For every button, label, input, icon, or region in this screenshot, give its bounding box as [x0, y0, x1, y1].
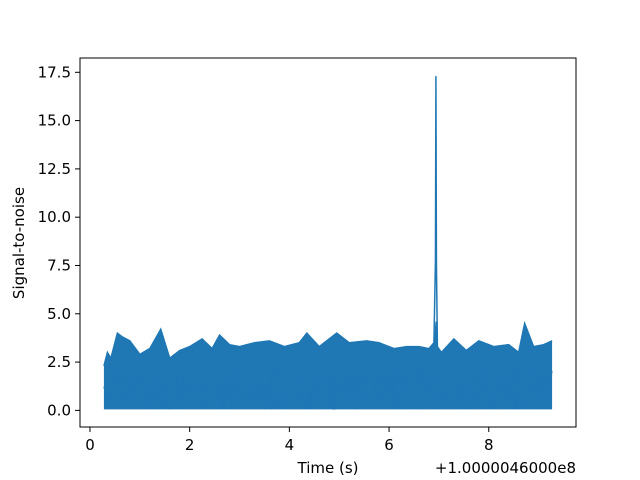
x-axis-ticks: 0 2 4 6 8 — [85, 427, 494, 454]
y-tick-label: 7.5 — [47, 256, 71, 274]
snr-series-line — [103, 76, 553, 367]
plot-area — [103, 76, 553, 411]
y-tick-label: 0.0 — [47, 401, 71, 419]
snr-series-band — [103, 321, 553, 410]
x-tick-label: 2 — [185, 436, 195, 454]
x-tick-label: 0 — [85, 436, 95, 454]
y-tick-label: 17.5 — [38, 63, 71, 81]
y-tick-label: 15.0 — [38, 112, 71, 130]
axes-frame — [79, 57, 577, 428]
x-tick-label: 6 — [384, 436, 394, 454]
x-tick-label: 8 — [484, 436, 494, 454]
snr-series-texture — [103, 366, 553, 411]
y-tick-label: 5.0 — [47, 305, 71, 323]
x-axis-label: Time (s) — [297, 459, 359, 477]
x-tick-label: 4 — [285, 436, 295, 454]
y-tick-label: 12.5 — [38, 160, 71, 178]
y-tick-label: 2.5 — [47, 353, 71, 371]
x-axis-offset-label: +1.0000046000e8 — [435, 459, 576, 477]
y-axis-label: Signal-to-noise — [10, 187, 28, 299]
y-tick-label: 10.0 — [38, 208, 71, 226]
y-axis-ticks: 0.0 2.5 5.0 7.5 10.0 12.5 15.0 17.5 — [38, 63, 80, 419]
